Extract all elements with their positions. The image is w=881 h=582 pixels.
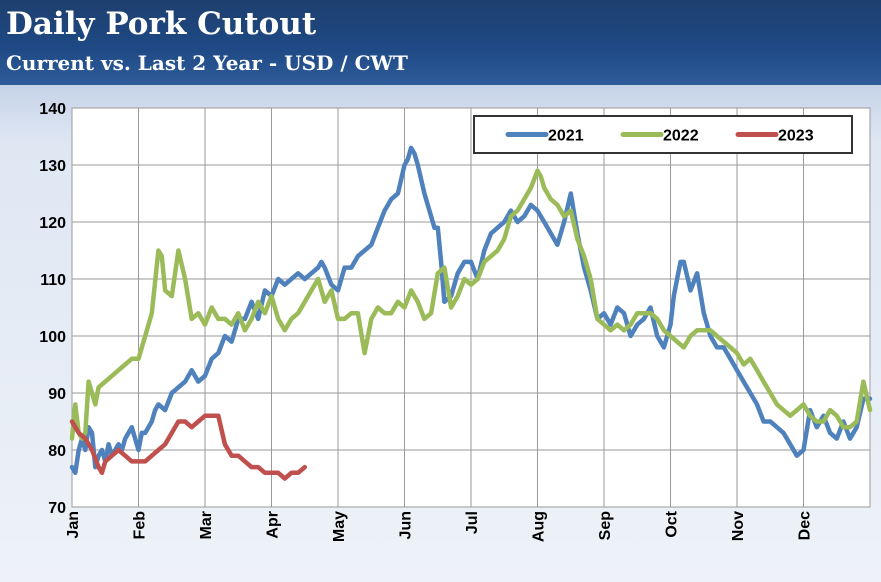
legend-label-2021: 2021 bbox=[548, 128, 584, 145]
x-tick-label: Jun bbox=[398, 511, 415, 539]
x-tick-label: Aug bbox=[531, 511, 548, 542]
chart-subtitle: Current vs. Last 2 Year - USD / CWT bbox=[6, 51, 408, 75]
title-banner bbox=[0, 0, 881, 85]
legend: 2021 2022 2023 bbox=[473, 115, 853, 154]
chart-title: Daily Pork Cutout bbox=[6, 6, 317, 42]
x-tick-label: Feb bbox=[132, 511, 149, 540]
x-tick-label: Sep bbox=[597, 511, 614, 541]
y-tick-label: 130 bbox=[39, 158, 66, 175]
x-tick-label: Jan bbox=[65, 511, 82, 539]
x-tick-label: May bbox=[331, 511, 348, 542]
y-tick-label: 80 bbox=[48, 443, 66, 460]
series-line-2022 bbox=[69, 168, 873, 441]
x-tick-label: Oct bbox=[664, 510, 681, 537]
x-tick-label: Dec bbox=[797, 511, 814, 540]
series-line-2023 bbox=[69, 413, 308, 481]
y-tick-label: 140 bbox=[39, 101, 66, 118]
x-axis-ticks: Jan Feb Mar Apr May Jun Jul Aug Sep Oct Nov Dec bbox=[65, 510, 814, 542]
y-tick-label: 70 bbox=[48, 500, 66, 517]
x-tick-label: Apr bbox=[265, 511, 282, 539]
y-tick-label: 100 bbox=[39, 329, 66, 346]
series-lines bbox=[69, 145, 873, 481]
y-axis-ticks: 70 80 90 100 110 120 130 140 bbox=[39, 101, 66, 517]
y-tick-label: 90 bbox=[48, 386, 66, 403]
x-tick-label: Nov bbox=[730, 511, 747, 541]
legend-label-2022: 2022 bbox=[663, 128, 699, 145]
y-tick-label: 110 bbox=[40, 272, 66, 289]
series-line-2021 bbox=[69, 145, 873, 476]
legend-label-2023: 2023 bbox=[778, 128, 814, 145]
x-tick-label: Mar bbox=[198, 511, 215, 539]
x-tick-label: Jul bbox=[464, 511, 481, 534]
gridlines bbox=[71, 107, 871, 508]
y-tick-label: 120 bbox=[39, 215, 66, 232]
